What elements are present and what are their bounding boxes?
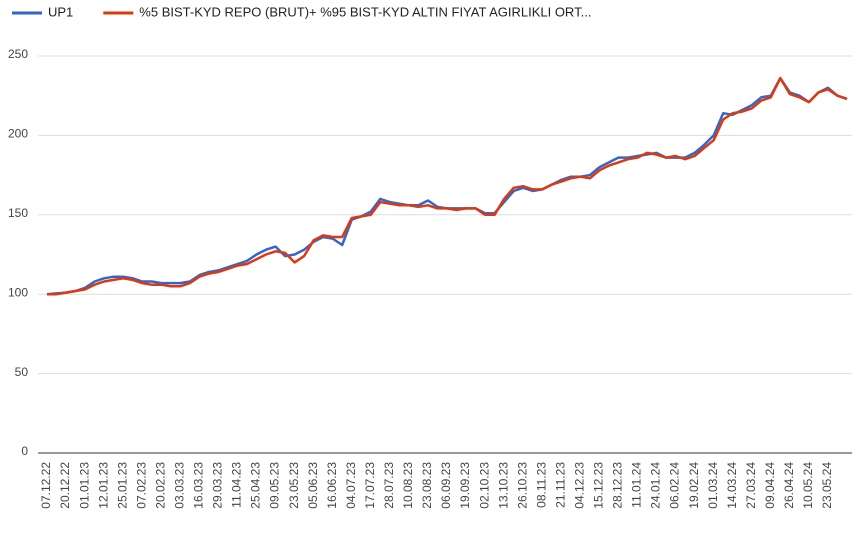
x-tick-label: 26.10.23 bbox=[515, 462, 529, 509]
y-tick-label: 200 bbox=[8, 127, 28, 141]
series-line bbox=[46, 76, 848, 296]
x-tick-label: 04.07.23 bbox=[344, 462, 358, 509]
x-tick-label: 15.12.23 bbox=[592, 462, 606, 509]
x-tick-label: 19.02.24 bbox=[687, 462, 701, 509]
x-tick-label: 06.09.23 bbox=[439, 462, 453, 509]
x-tick-label: 28.07.23 bbox=[382, 462, 396, 509]
x-tick-label: 27.03.24 bbox=[744, 462, 758, 509]
x-tick-label: 11.01.24 bbox=[630, 462, 644, 508]
x-tick-label: 13.10.23 bbox=[496, 462, 510, 509]
x-tick-label: 03.03.23 bbox=[173, 462, 187, 509]
y-tick-label: 250 bbox=[8, 47, 28, 61]
legend-label: UP1 bbox=[48, 4, 73, 19]
x-tick-label: 07.12.22 bbox=[39, 462, 53, 509]
x-tick-label: 25.04.23 bbox=[249, 462, 263, 509]
x-tick-label: 05.06.23 bbox=[306, 462, 320, 509]
x-tick-label: 11.04.23 bbox=[230, 462, 244, 508]
x-tick-label: 12.01.23 bbox=[96, 462, 110, 509]
x-tick-label: 01.01.23 bbox=[77, 462, 91, 509]
x-tick-label: 10.05.24 bbox=[801, 462, 815, 509]
x-tick-label: 08.11.23 bbox=[534, 462, 548, 508]
y-tick-label: 0 bbox=[21, 444, 28, 458]
x-tick-label: 06.02.24 bbox=[668, 462, 682, 509]
x-tick-label: 16.03.23 bbox=[192, 462, 206, 509]
x-tick-label: 16.06.23 bbox=[325, 462, 339, 509]
y-tick-label: 100 bbox=[8, 285, 28, 299]
x-tick-label: 02.10.23 bbox=[477, 462, 491, 509]
series-line bbox=[47, 76, 848, 296]
x-tick-label: 20.12.22 bbox=[58, 462, 72, 509]
legend-label: %5 BIST-KYD REPO (BRUT)+ %95 BIST-KYD AL… bbox=[139, 4, 591, 19]
x-tick-label: 04.12.23 bbox=[573, 462, 587, 509]
x-tick-label: 09.04.24 bbox=[763, 462, 777, 509]
x-tick-label: 23.08.23 bbox=[420, 462, 434, 509]
x-tick-label: 14.03.24 bbox=[725, 462, 739, 509]
x-tick-label: 24.01.24 bbox=[649, 462, 663, 509]
x-tick-label: 01.03.24 bbox=[706, 462, 720, 509]
y-tick-label: 50 bbox=[15, 365, 29, 379]
x-tick-label: 10.08.23 bbox=[401, 462, 415, 509]
x-tick-label: 07.02.23 bbox=[134, 462, 148, 509]
y-tick-label: 150 bbox=[8, 206, 28, 220]
x-tick-label: 23.05.24 bbox=[820, 462, 834, 509]
x-tick-label: 19.09.23 bbox=[458, 462, 472, 509]
x-tick-label: 26.04.24 bbox=[782, 462, 796, 509]
x-tick-label: 09.05.23 bbox=[268, 462, 282, 509]
x-tick-label: 28.12.23 bbox=[611, 462, 625, 509]
x-tick-label: 17.07.23 bbox=[363, 462, 377, 509]
x-tick-label: 29.03.23 bbox=[211, 462, 225, 509]
x-tick-label: 23.05.23 bbox=[287, 462, 301, 509]
x-tick-label: 25.01.23 bbox=[115, 462, 129, 509]
x-tick-label: 20.02.23 bbox=[153, 462, 167, 509]
x-tick-label: 21.11.23 bbox=[553, 462, 567, 508]
